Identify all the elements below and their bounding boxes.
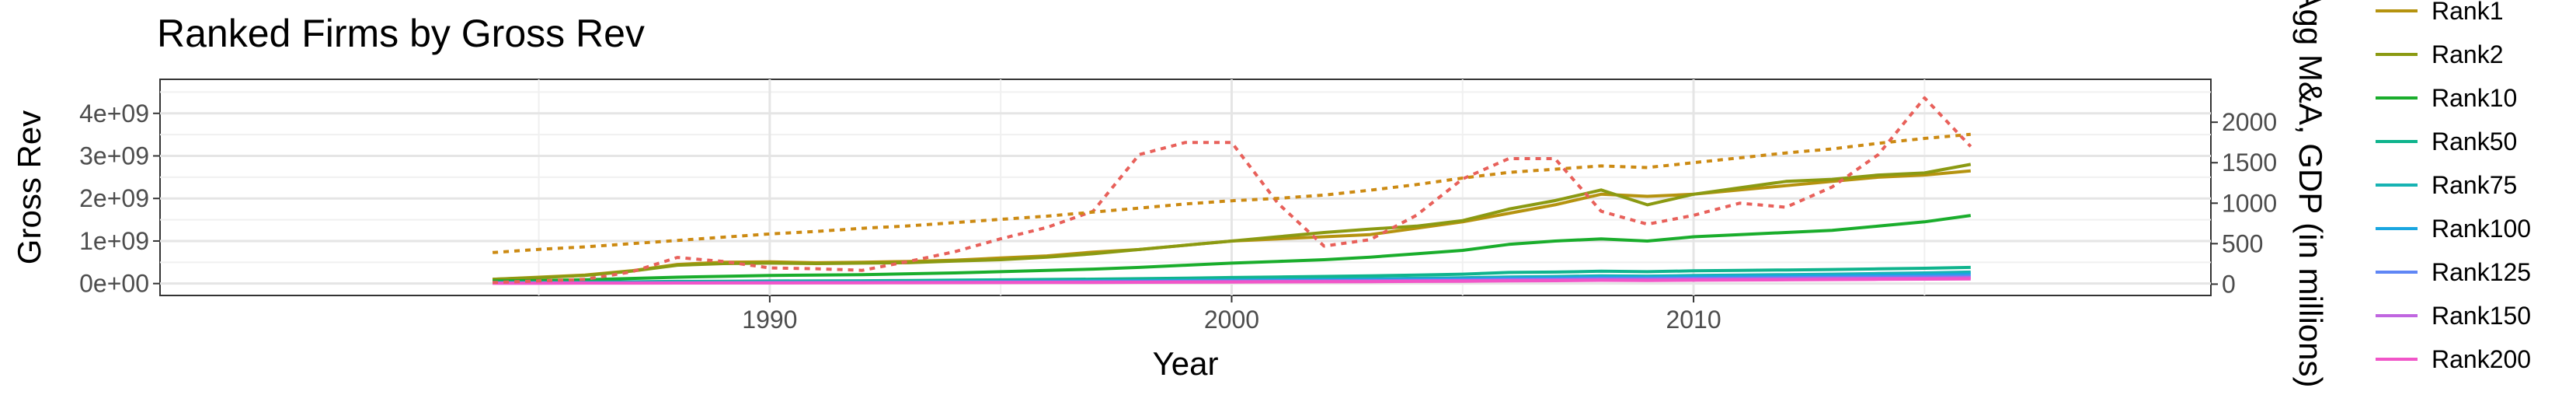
x-tick-label: 1990 bbox=[742, 306, 797, 334]
series-layer bbox=[492, 96, 1972, 285]
legend-label-rank2: Rank2 bbox=[2432, 40, 2504, 68]
legend-label-rank200: Rank200 bbox=[2432, 345, 2531, 373]
y-tick-label: 0e+00 bbox=[79, 270, 149, 298]
x-tick-label: 2010 bbox=[1666, 306, 1721, 334]
plot-panel bbox=[159, 79, 2212, 296]
y-right-tick-label: 500 bbox=[2222, 229, 2263, 257]
chart-title: Ranked Firms by Gross Rev bbox=[157, 12, 645, 55]
y-tick-label: 3e+09 bbox=[79, 142, 149, 170]
legend: Rank1 Rank2 Rank10 Rank50 Rank75 Rank100 Rank1… bbox=[2376, 0, 2531, 373]
axis-layer: 1990 2000 2010 0e+00 1e+09 2e+09 3e+09 4e+09 0 50… bbox=[79, 100, 2277, 334]
y-tick-label: 4e+09 bbox=[79, 100, 149, 128]
series-line-rank2 bbox=[493, 163, 1972, 281]
x-axis-title: Year bbox=[1153, 345, 1219, 382]
legend-label-rank150: Rank150 bbox=[2432, 302, 2531, 330]
y-right-tick-label: 1000 bbox=[2222, 189, 2277, 217]
legend-label-rank1: Rank1 bbox=[2432, 0, 2504, 25]
x-tick-label: 2000 bbox=[1204, 306, 1259, 334]
y-right-axis-title: Agg M&A, GDP (in millions) bbox=[2292, 0, 2329, 388]
series-line-rank200 bbox=[493, 277, 1971, 285]
y-right-tick-label: 2000 bbox=[2222, 108, 2277, 136]
y-axis-title: Gross Rev bbox=[11, 110, 47, 264]
legend-label-rank100: Rank100 bbox=[2432, 215, 2531, 243]
y-tick-label: 2e+09 bbox=[79, 184, 149, 212]
y-right-tick-label: 0 bbox=[2222, 270, 2236, 298]
legend-label-rank75: Rank75 bbox=[2432, 171, 2517, 199]
y-right-tick-label: 1500 bbox=[2222, 149, 2277, 177]
series-line-gdp bbox=[492, 132, 1971, 254]
legend-label-rank10: Rank10 bbox=[2432, 84, 2517, 112]
legend-label-rank50: Rank50 bbox=[2432, 128, 2517, 156]
y-tick-label: 1e+09 bbox=[79, 227, 149, 255]
legend-label-rank125: Rank125 bbox=[2432, 258, 2531, 286]
series-line-rank10 bbox=[493, 214, 1972, 283]
